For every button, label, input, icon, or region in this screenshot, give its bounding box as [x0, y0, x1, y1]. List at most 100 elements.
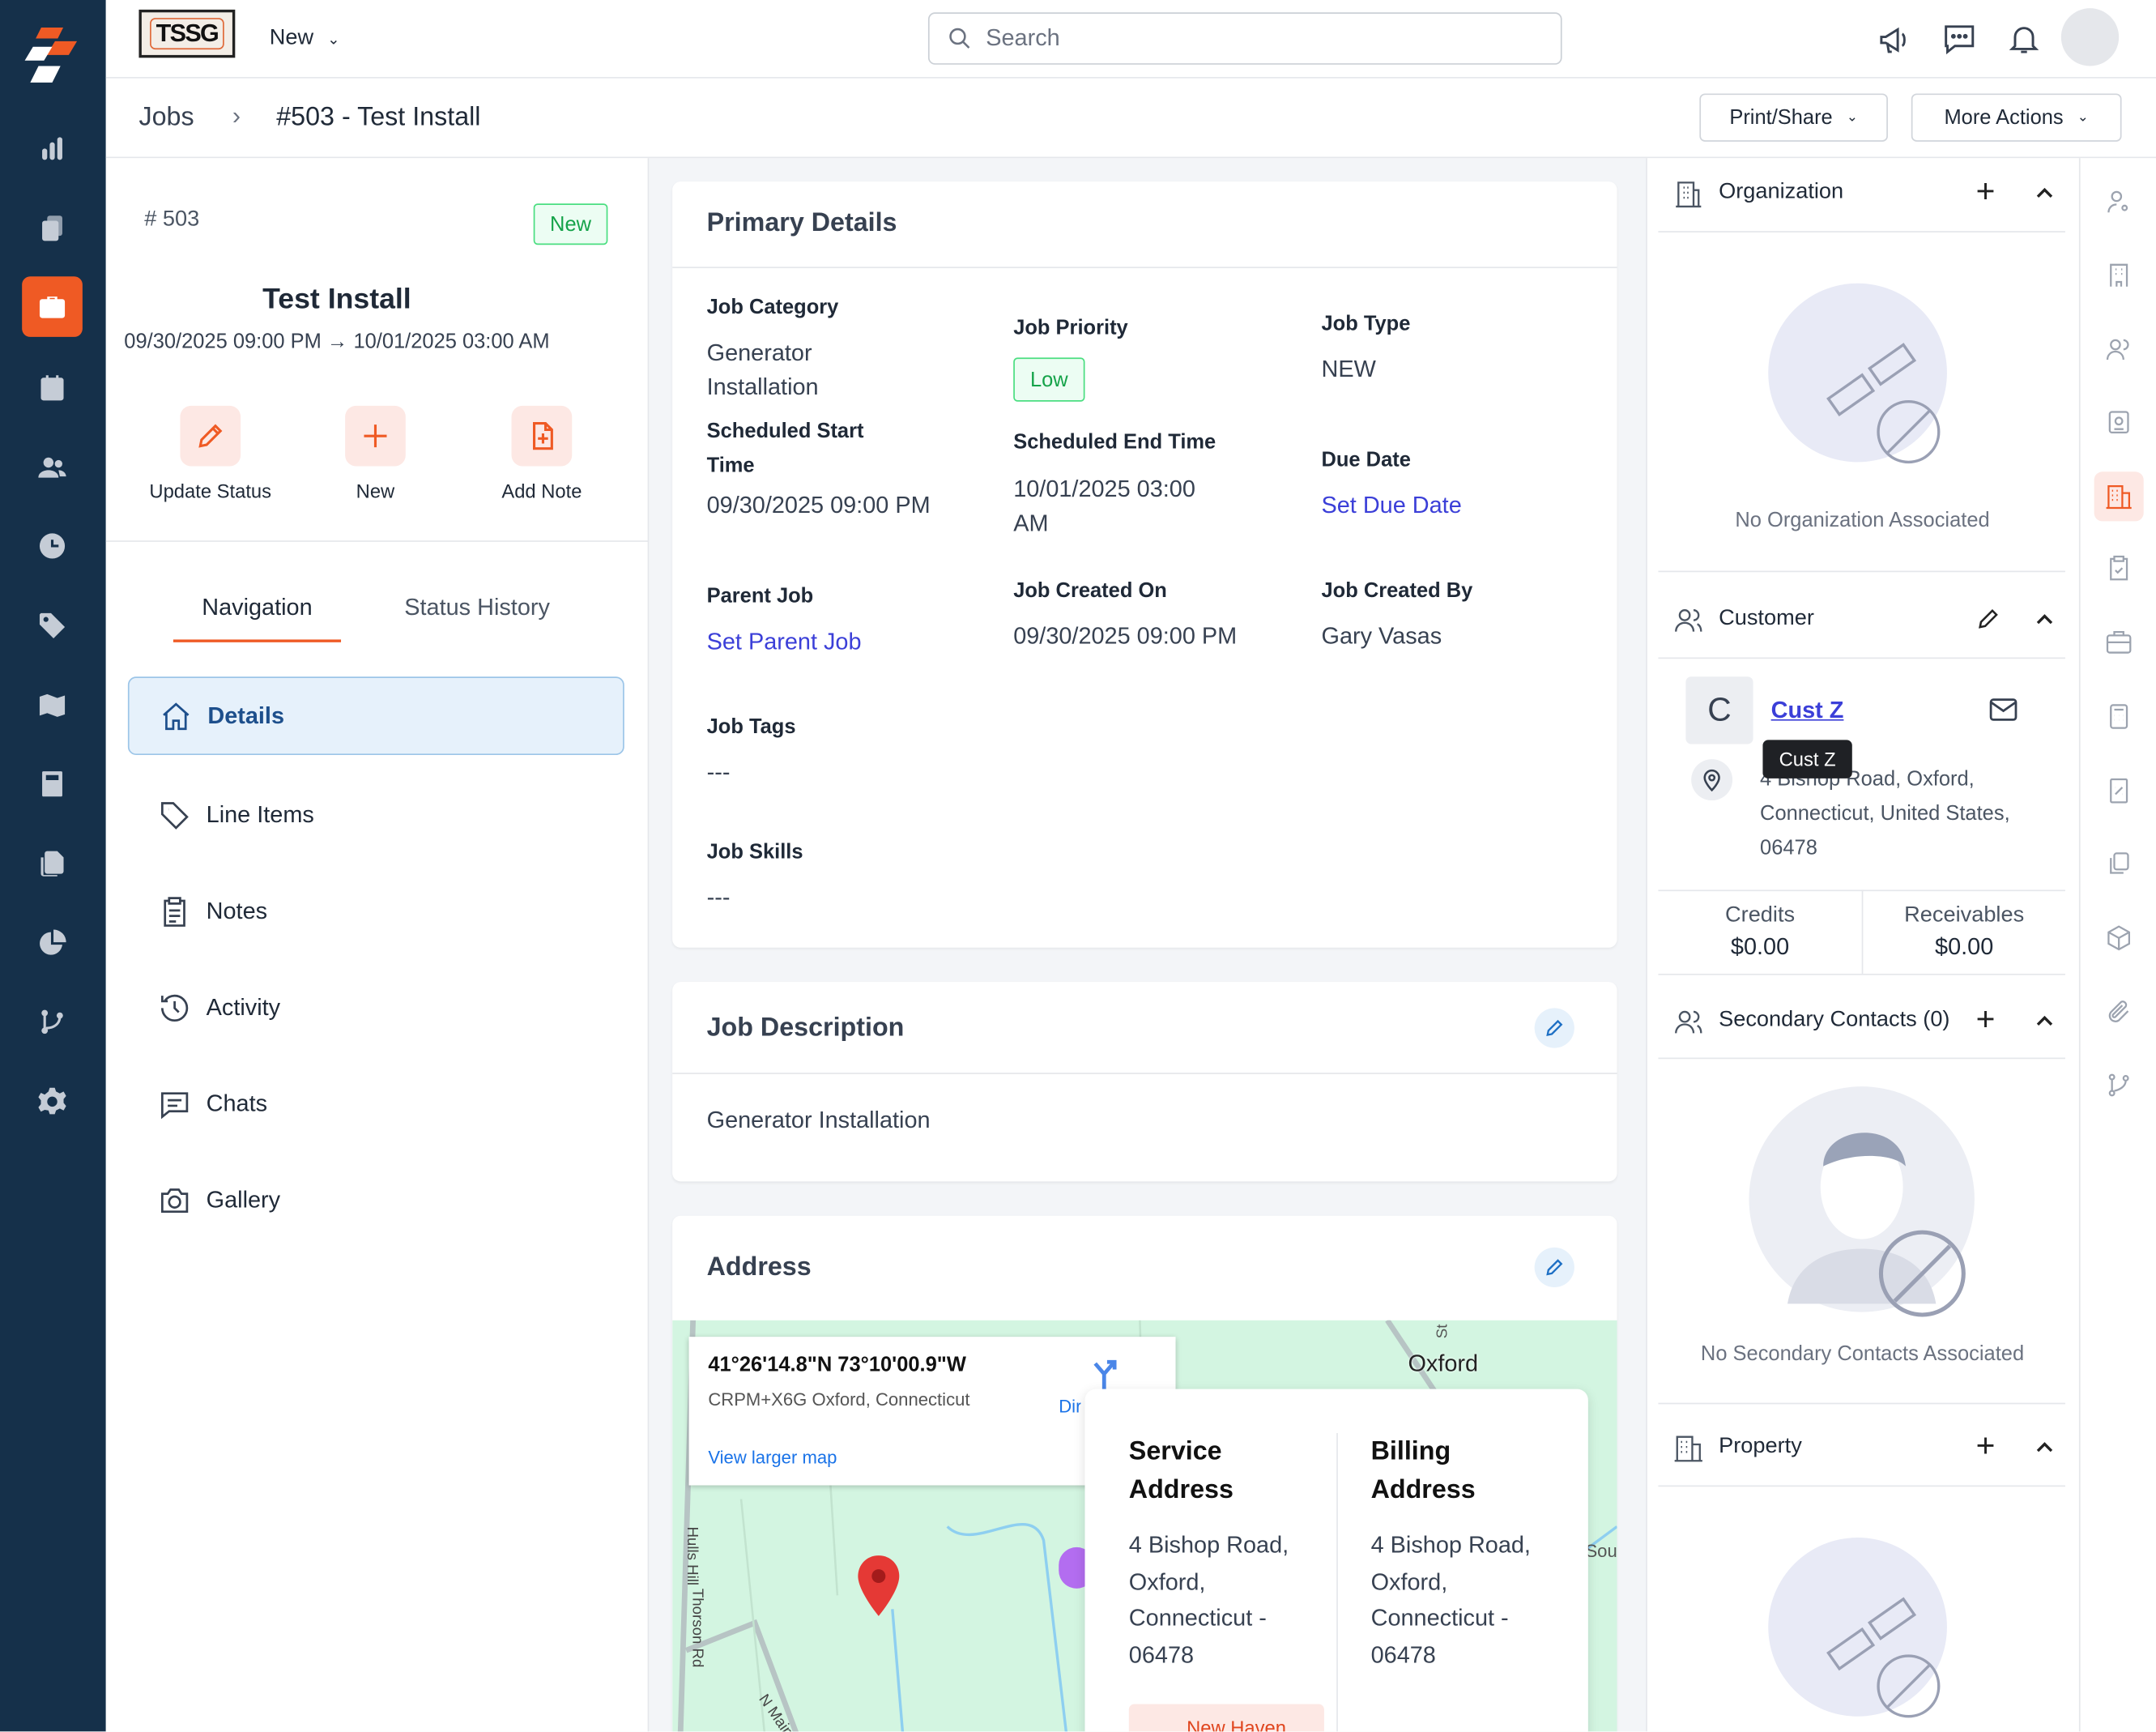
add-organization-button[interactable]: + — [1975, 173, 1996, 211]
nav-item-label: Notes — [206, 897, 268, 924]
service-address-value: 4 Bishop Road, Oxford, Connecticut - 064… — [1128, 1532, 1289, 1668]
property-title: Property — [1719, 1434, 1802, 1458]
add-note-button[interactable] — [511, 405, 573, 467]
pencil-icon — [1546, 1259, 1563, 1276]
map-road-label: Hulls Hill — [683, 1526, 701, 1586]
property-rail-icon[interactable] — [2094, 471, 2144, 522]
app-sidebar — [0, 0, 106, 1732]
id-card-rail-icon[interactable] — [2094, 398, 2144, 447]
settings-icon[interactable] — [22, 1072, 83, 1133]
update-status-button[interactable] — [180, 405, 241, 467]
set-parent-job-link[interactable]: Set Parent Job — [706, 628, 862, 655]
organization-rail-icon[interactable] — [2094, 250, 2144, 300]
divider — [1658, 1057, 2065, 1060]
pencil-icon — [1546, 1019, 1563, 1037]
edit-address-button[interactable] — [1534, 1247, 1574, 1288]
map-town-label: Oxford — [1408, 1350, 1479, 1377]
user-avatar[interactable] — [2060, 8, 2120, 66]
address-card: Address Oxford St Sou Hulls Hill Thorson… — [672, 1215, 1617, 1732]
job-tags-label: Job Tags — [706, 715, 796, 739]
search-input[interactable]: Search — [927, 12, 1562, 65]
clipboard-icon — [164, 896, 185, 927]
attachment-rail-icon[interactable] — [2094, 988, 2144, 1037]
plus-icon — [364, 424, 387, 448]
checklist-rail-icon[interactable] — [2094, 544, 2144, 593]
region-tag: New Haven — [1128, 1704, 1324, 1732]
tab-status-history[interactable]: Status History — [404, 594, 550, 621]
view-larger-map-link[interactable]: View larger map — [708, 1446, 837, 1468]
dashboard-icon[interactable] — [22, 118, 83, 179]
nav-item-notes[interactable]: Notes — [128, 872, 624, 950]
clock-icon[interactable] — [22, 516, 83, 577]
documents-icon[interactable] — [22, 834, 83, 894]
edit-description-button[interactable] — [1534, 1008, 1574, 1048]
package-rail-icon[interactable] — [2094, 913, 2144, 962]
breadcrumb-jobs-link[interactable]: Jobs — [138, 103, 194, 132]
location-icon — [1691, 759, 1733, 801]
customer-icon — [1675, 609, 1702, 632]
chevron-up-icon[interactable] — [2034, 608, 2056, 629]
tab-navigation[interactable]: Navigation — [202, 594, 313, 621]
map-icon[interactable] — [22, 676, 83, 736]
nav-item-details[interactable]: Details — [127, 676, 624, 756]
nav-item-line-items[interactable]: Line Items — [128, 776, 624, 855]
chevron-up-icon[interactable] — [2034, 1436, 2056, 1457]
calculator-rail-icon[interactable] — [2094, 692, 2144, 741]
contacts-rail-icon[interactable] — [2094, 325, 2144, 374]
update-status-label: Update Status — [149, 480, 272, 502]
divider — [1658, 657, 2065, 659]
chevron-up-icon[interactable] — [2034, 1009, 2056, 1031]
map-pin-icon[interactable] — [857, 1554, 901, 1617]
scheduled-start-label: Scheduled Start Time — [706, 419, 864, 478]
customers-icon[interactable] — [22, 437, 83, 498]
property-icon — [1674, 1436, 1702, 1462]
customer-name-link[interactable]: Cust Z — [1770, 697, 1844, 723]
tag-icon[interactable] — [22, 595, 83, 656]
receivables-value: $0.00 — [1935, 933, 1994, 960]
calendar-icon[interactable] — [22, 357, 83, 418]
announcement-icon[interactable] — [1877, 22, 1912, 58]
breadcrumb-current: #503 - Test Install — [276, 103, 481, 132]
workflow-rail-icon[interactable] — [2094, 1060, 2144, 1110]
person-illustration-icon — [1749, 1086, 1975, 1317]
nav-item-chats[interactable]: Chats — [128, 1064, 624, 1143]
calculator-icon[interactable] — [22, 753, 83, 814]
search-icon — [949, 28, 970, 49]
map-plus-code: CRPM+X6G Oxford, Connecticut — [708, 1389, 970, 1410]
invoice-rail-icon[interactable] — [2094, 766, 2144, 816]
reports-icon[interactable] — [22, 913, 83, 974]
notifications-bell-icon[interactable] — [2006, 20, 2042, 56]
no-organization-text: No Organization Associated — [1735, 509, 1990, 533]
receivables: Receivables $0.00 — [1863, 899, 2065, 962]
add-property-button[interactable]: + — [1975, 1427, 1996, 1465]
mail-icon[interactable] — [1988, 696, 2018, 723]
nav-item-gallery[interactable]: Gallery — [128, 1161, 624, 1239]
more-actions-button[interactable]: More Actions ⌄ — [1911, 93, 2122, 142]
scheduled-end-value: 10/01/2025 03:00 AM — [1013, 476, 1195, 537]
print-share-button[interactable]: Print/Share ⌄ — [1699, 93, 1888, 142]
description-text: Generator Installation — [706, 1107, 931, 1133]
camera-icon — [160, 1188, 189, 1213]
jobs-icon[interactable] — [22, 276, 83, 337]
set-due-date-link[interactable]: Set Due Date — [1321, 492, 1462, 519]
nav-item-activity[interactable]: Activity — [128, 968, 624, 1047]
new-button[interactable] — [345, 405, 406, 467]
add-note-label: Add Note — [501, 480, 582, 502]
service-address-title: Service Address — [1128, 1437, 1234, 1505]
workflow-icon[interactable] — [22, 992, 83, 1052]
edit-customer-pencil-icon[interactable] — [1976, 607, 2001, 632]
job-tags-value: --- — [706, 759, 731, 786]
contact-settings-icon[interactable] — [2094, 177, 2144, 227]
app-logo-icon[interactable] — [22, 27, 83, 85]
estimates-icon[interactable] — [22, 198, 83, 258]
directions-icon[interactable] — [1086, 1356, 1122, 1393]
more-actions-label: More Actions — [1944, 105, 2064, 130]
job-created-by-label: Job Created By — [1321, 578, 1473, 603]
add-contact-button[interactable]: + — [1975, 1000, 1996, 1039]
new-dropdown[interactable]: New ⌄ — [270, 26, 340, 51]
jobs-rail-icon[interactable] — [2094, 617, 2144, 667]
chevron-up-icon[interactable] — [2034, 181, 2056, 203]
messages-icon[interactable] — [1941, 20, 1977, 56]
copy-rail-icon[interactable] — [2094, 839, 2144, 889]
directions-link[interactable]: Directions — [1059, 1396, 1080, 1417]
